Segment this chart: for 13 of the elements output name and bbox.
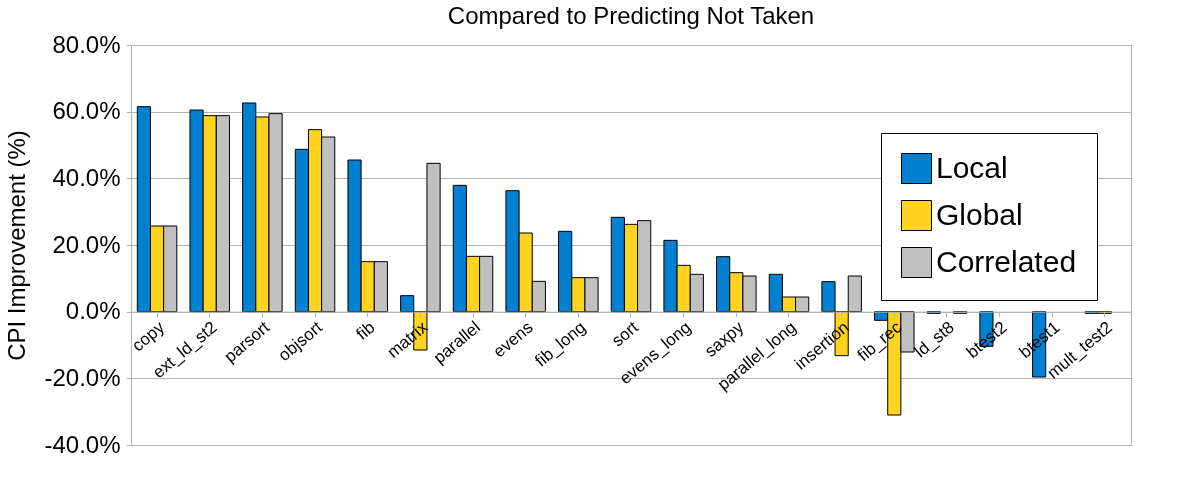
y-tick-label: -40.0%: [44, 430, 121, 458]
y-tick-label: 60.0%: [52, 97, 121, 125]
y-tick-label: 0.0%: [65, 297, 121, 325]
x-tick-label: fib: [352, 317, 379, 344]
y-axis-title: CPI Improvement (%): [3, 130, 31, 361]
legend-label: Global: [936, 197, 1023, 231]
y-tick-label: -20.0%: [44, 363, 121, 391]
y-tick-label: 20.0%: [52, 230, 121, 258]
y-tick-label: 80.0%: [52, 30, 121, 58]
legend-label: Correlated: [936, 244, 1077, 278]
legend-label: Local: [936, 150, 1008, 184]
chart-title: Compared to Predicting Not Taken: [447, 2, 815, 29]
y-tick-label: 40.0%: [52, 163, 121, 191]
